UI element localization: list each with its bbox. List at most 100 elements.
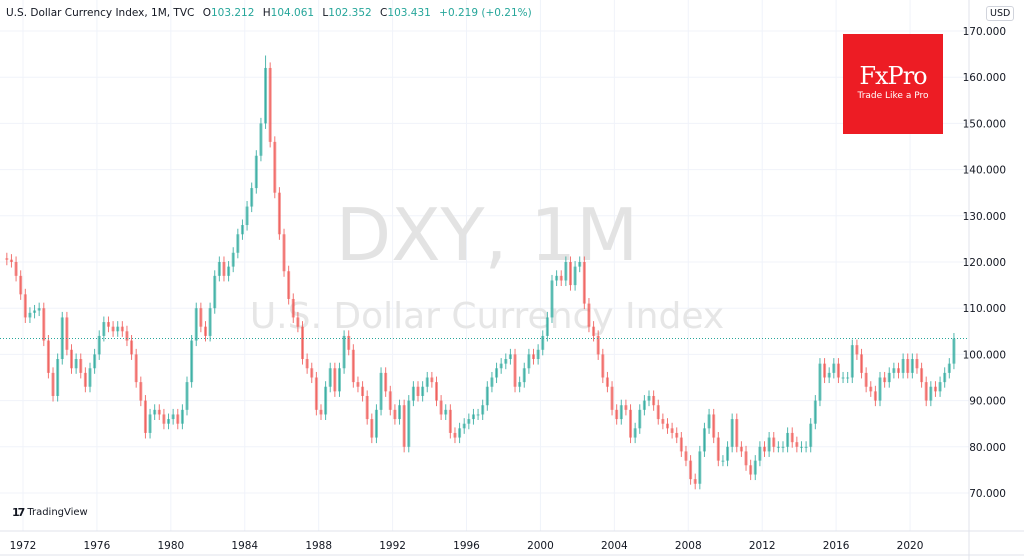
candle <box>439 395 443 421</box>
candle <box>892 362 896 379</box>
candle <box>642 395 646 416</box>
candle <box>481 399 485 421</box>
candle <box>23 288 27 323</box>
tradingview-attribution[interactable]: 17 TradingView <box>12 506 88 519</box>
x-tick-label: 1988 <box>305 540 332 552</box>
candle <box>148 408 152 439</box>
x-tick-label: 2012 <box>749 540 776 552</box>
candle <box>291 293 295 323</box>
candle <box>9 254 13 268</box>
candle-body <box>171 414 175 420</box>
candle <box>799 441 803 453</box>
candle-body <box>638 409 642 429</box>
candle-body <box>277 192 281 235</box>
candle <box>240 219 244 240</box>
candle <box>827 367 831 384</box>
candle <box>217 256 221 282</box>
watermark-symbol: DXY, 1M <box>336 193 638 277</box>
candle <box>906 353 910 379</box>
candle-body <box>148 414 152 433</box>
candle-body <box>860 354 864 373</box>
candle <box>619 399 623 425</box>
candle-body <box>9 259 13 262</box>
candle <box>786 427 790 453</box>
candle-body <box>629 409 633 438</box>
candle <box>513 348 517 393</box>
candle-body <box>712 414 716 438</box>
candle-body <box>610 386 614 410</box>
candle <box>116 321 120 337</box>
candle-body <box>869 386 873 392</box>
candle <box>744 445 748 471</box>
candle <box>836 358 840 384</box>
symbol-legend: U.S. Dollar Currency Index, 1M, TVC O103… <box>6 7 537 19</box>
candle-body <box>730 419 734 447</box>
candle <box>776 441 780 453</box>
candle-body <box>596 335 600 355</box>
candle <box>305 353 309 374</box>
candle <box>679 432 683 457</box>
candle-body <box>273 141 277 193</box>
candle-body <box>485 386 489 406</box>
candle-body <box>227 266 231 276</box>
candle-body <box>758 446 762 461</box>
candle <box>194 302 198 347</box>
candle <box>693 473 697 490</box>
candle-body <box>240 225 244 235</box>
candle-body <box>716 437 720 461</box>
candle-body <box>541 335 545 350</box>
candle-body <box>116 326 120 332</box>
candle <box>633 422 637 444</box>
y-tick-label: 130.000 <box>963 211 1006 223</box>
candle-body <box>268 67 272 142</box>
candle <box>596 330 600 360</box>
candle-body <box>624 405 628 410</box>
candle-body <box>508 354 512 360</box>
candle-body <box>938 382 942 392</box>
candle <box>675 427 679 444</box>
symbol-title[interactable]: U.S. Dollar Currency Index, 1M, TVC <box>6 7 195 19</box>
currency-button[interactable]: USD <box>986 6 1015 21</box>
candle-body <box>421 386 425 396</box>
y-tick-label: 170.000 <box>963 26 1006 38</box>
candle-body <box>906 359 910 373</box>
candle-body <box>347 335 351 350</box>
candle <box>130 334 134 360</box>
candle-body <box>74 359 78 369</box>
candle-body <box>199 308 203 327</box>
candle-body <box>264 67 268 124</box>
candle-body <box>19 275 23 295</box>
candle <box>458 422 462 444</box>
candle <box>716 432 720 467</box>
candle-body <box>850 345 854 378</box>
candle-body <box>605 377 609 387</box>
candle <box>19 270 23 300</box>
y-tick-label: 110.000 <box>963 303 1006 315</box>
candle <box>351 344 355 388</box>
candle-body <box>652 395 656 406</box>
candle-body <box>642 400 646 410</box>
candle-body <box>786 432 790 447</box>
candle <box>393 404 397 425</box>
candle <box>605 371 609 393</box>
candle-body <box>592 326 596 336</box>
candle-body <box>93 354 97 369</box>
candle-body <box>823 363 827 378</box>
candle <box>887 367 891 388</box>
candle-body <box>259 123 263 156</box>
candle <box>56 353 60 402</box>
open-value: 103.212 <box>210 7 255 19</box>
candle <box>245 201 249 231</box>
candle <box>384 367 388 397</box>
candle-body <box>924 382 928 401</box>
candle <box>573 261 577 291</box>
candle-body <box>721 460 725 462</box>
candle <box>518 376 522 393</box>
candle-body <box>619 405 623 420</box>
candle <box>846 371 850 384</box>
candle <box>726 441 730 467</box>
candle-body <box>180 409 184 424</box>
candle <box>328 362 332 393</box>
